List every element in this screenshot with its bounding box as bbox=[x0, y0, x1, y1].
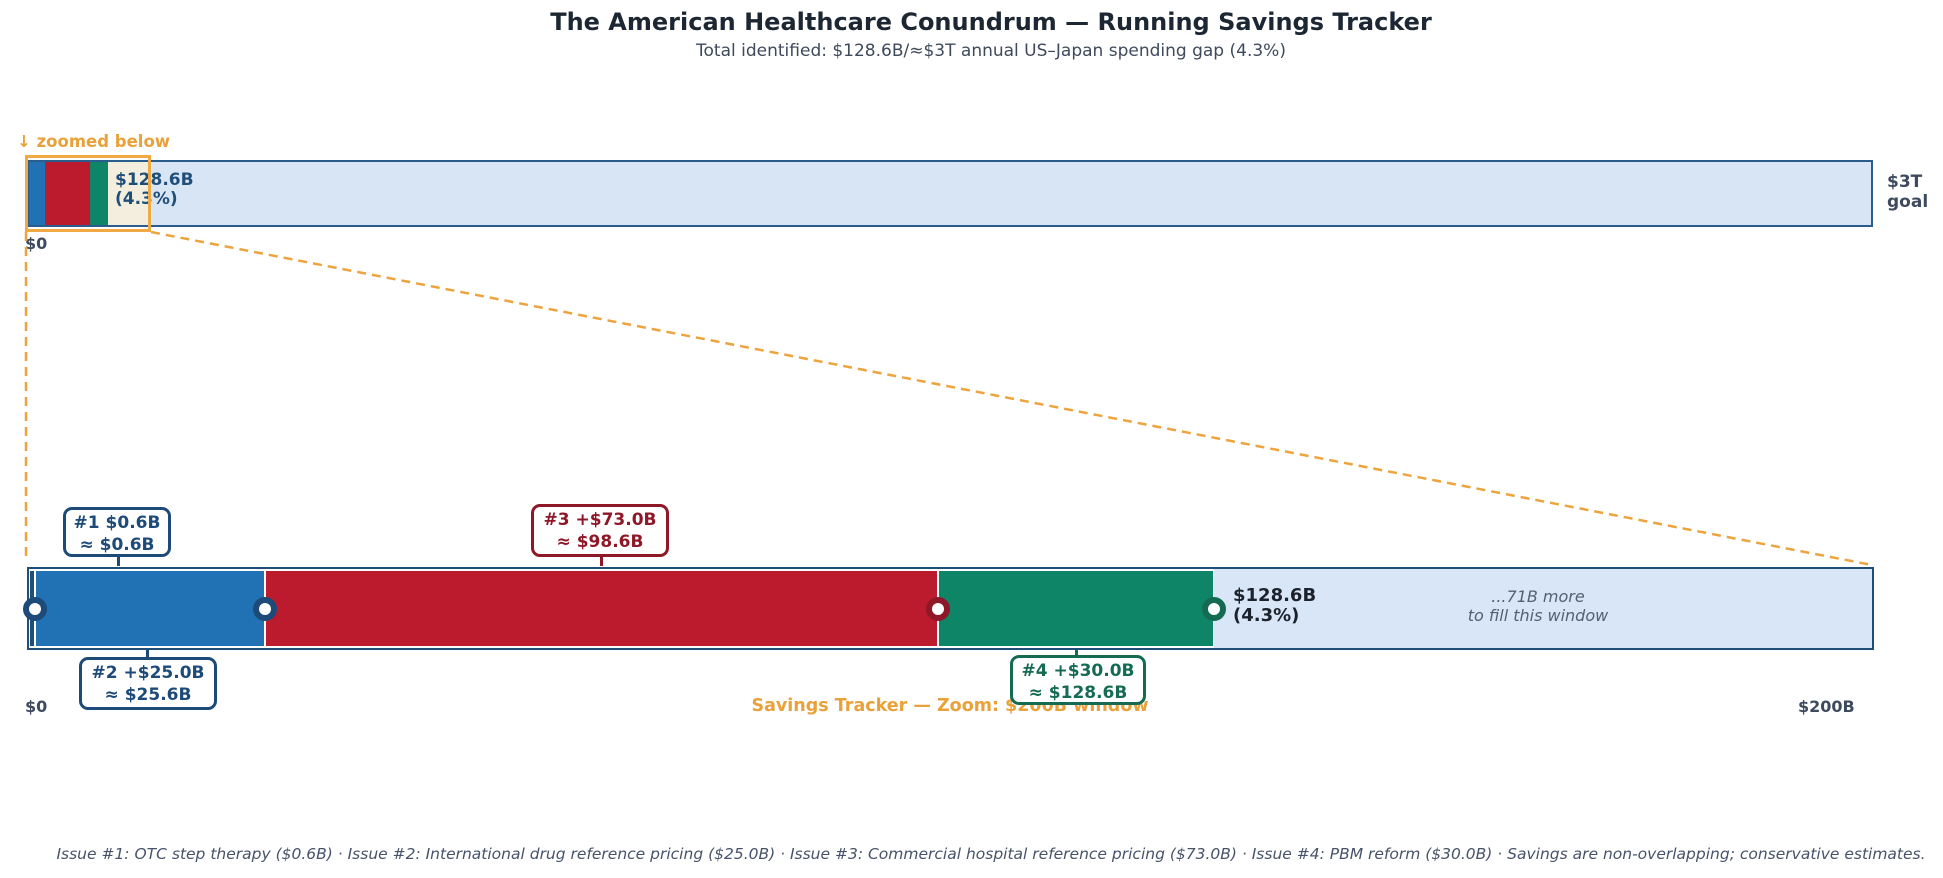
zoom-connector-right-line bbox=[150, 230, 1873, 567]
zoom-bar-total-annotation: $128.6B (4.3%) bbox=[1233, 585, 1317, 626]
page-title: The American Healthcare Conundrum — Runn… bbox=[550, 8, 1432, 36]
milestone-marker-3 bbox=[925, 597, 950, 621]
footnote: Issue #1: OTC step therapy ($0.6B) · Iss… bbox=[56, 845, 1926, 863]
callout-issue-3: #3 +$73.0B ≈ $98.6B bbox=[531, 504, 669, 557]
milestone-marker-1 bbox=[22, 597, 47, 621]
goal-bar-total-annotation: $128.6B (4.3%) bbox=[115, 170, 194, 209]
callout-4-leader bbox=[1075, 650, 1078, 657]
callout-issue-1: #1 $0.6B ≈ $0.6B bbox=[63, 507, 171, 557]
zoom-bar-segment-3 bbox=[265, 571, 937, 646]
page-subtitle: Total identified: $128.6B/≈$3T annual US… bbox=[696, 41, 1286, 61]
zoom-bar bbox=[22, 567, 1874, 650]
zoomed-below-note: ↓ zoomed below bbox=[17, 132, 171, 151]
milestone-marker-2 bbox=[252, 597, 277, 621]
remaining-note: ...71B more to fill this window bbox=[1467, 587, 1609, 625]
zoom-bar-zero-label: $0 bbox=[25, 697, 48, 716]
goal-bar-zero-label: $0 bbox=[25, 234, 48, 253]
zoom-bar-segment-2 bbox=[35, 571, 264, 646]
callout-issue-4: #4 +$30.0B ≈ $128.6B bbox=[1010, 655, 1146, 705]
goal-label: $3T goal bbox=[1887, 172, 1929, 212]
zoom-bar-max-label: $200B bbox=[1798, 697, 1855, 716]
goal-bar-segment-1 bbox=[29, 162, 30, 225]
zoom-bar-remainder bbox=[1214, 569, 1872, 648]
goal-bar bbox=[27, 160, 1873, 227]
callout-3-leader bbox=[600, 556, 603, 566]
zoom-window-outline bbox=[25, 155, 151, 232]
goal-bar-zoom-window-fill bbox=[107, 162, 152, 225]
goal-bar-segment-3 bbox=[44, 162, 90, 225]
callout-issue-2: #2 +$25.0B ≈ $25.6B bbox=[79, 657, 217, 710]
callout-1-leader bbox=[117, 556, 120, 566]
zoom-bar-segment-4 bbox=[938, 571, 1214, 646]
callout-2-leader bbox=[146, 650, 149, 658]
milestone-marker-4 bbox=[1202, 597, 1227, 621]
goal-bar-segment-4 bbox=[89, 162, 108, 225]
goal-bar-segment-2 bbox=[29, 162, 45, 225]
